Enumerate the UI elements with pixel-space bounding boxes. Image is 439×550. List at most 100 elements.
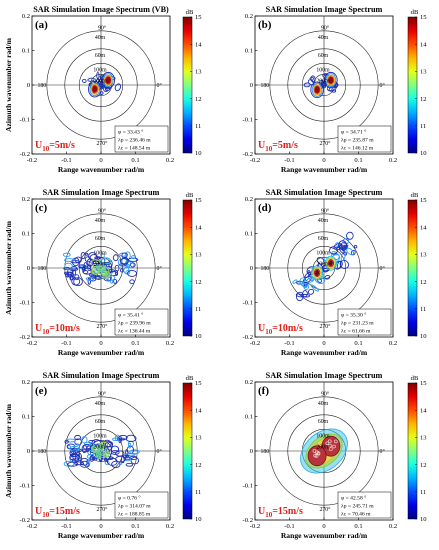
ring-label: 60m bbox=[318, 419, 329, 425]
spectrum-contour bbox=[112, 254, 119, 262]
ring-label: 40m bbox=[95, 35, 106, 41]
colorbar-tick-label: 14 bbox=[420, 41, 427, 48]
spectrum-contour bbox=[311, 265, 324, 281]
spectrum-speckle bbox=[313, 453, 317, 458]
spectrum-contour bbox=[307, 270, 311, 276]
x-tick-label: -0.2 bbox=[27, 157, 37, 164]
colorbar-unit: dB bbox=[186, 9, 194, 16]
info-lambda-p: λp = 245.71 m bbox=[341, 504, 374, 510]
spectrum-peak bbox=[314, 86, 320, 94]
y-tick-label: -0.2 bbox=[20, 151, 30, 158]
spectrum-contour bbox=[100, 271, 107, 279]
spectrum-contour bbox=[129, 279, 135, 285]
spectrum-contour bbox=[121, 252, 128, 259]
colorbar-tick-label: 10 bbox=[195, 333, 202, 340]
spectrum-contour bbox=[81, 448, 90, 453]
spectrum-contour bbox=[69, 274, 74, 281]
colorbar-tick-label: 10 bbox=[420, 516, 427, 523]
colorbar-tick-label: 15 bbox=[420, 197, 427, 204]
spectrum-contour bbox=[115, 455, 126, 463]
spectrum-contour bbox=[313, 267, 322, 278]
y-tick-label: 0.2 bbox=[22, 196, 30, 203]
colorbar-tick-label: 15 bbox=[195, 197, 202, 204]
spectrum-contour bbox=[85, 276, 95, 281]
panel-2: SAR Simulation Image Spectrum 40m 60m 100m 2… bbox=[4, 188, 202, 357]
y-axis-label: Azimuth wavenumber rad/m bbox=[4, 220, 13, 315]
spectrum-contour bbox=[92, 266, 100, 275]
y-axis-label: Azimuth wavenumber rad/m bbox=[4, 403, 13, 498]
spectrum-speckle bbox=[328, 447, 333, 451]
spectrum-contour bbox=[89, 254, 99, 262]
spectrum-contour bbox=[81, 266, 86, 271]
spectrum-contour bbox=[74, 256, 82, 264]
spectrum-contour bbox=[346, 231, 354, 240]
colorbar bbox=[407, 382, 418, 520]
spectrum-peak bbox=[307, 445, 327, 467]
chart-title: SAR Simulation Image Spectrum bbox=[266, 5, 383, 14]
spectrum-contour bbox=[104, 258, 111, 264]
info-box bbox=[337, 308, 392, 336]
colorbar-tick-label: 12 bbox=[195, 96, 202, 103]
panel-letter: (a) bbox=[35, 19, 48, 31]
spectrum-contour bbox=[81, 436, 88, 444]
colorbar-tick-label: 14 bbox=[420, 407, 427, 414]
colorbar-tick-label: 13 bbox=[420, 69, 427, 76]
info-phi: φ = 35.41 ° bbox=[118, 312, 143, 319]
panel-1: SAR Simulation Image Spectrum 40m 60m 100m 2… bbox=[243, 5, 428, 174]
plot-area bbox=[32, 382, 170, 520]
spectrum-contour bbox=[64, 258, 75, 262]
spectrum-contour bbox=[90, 83, 100, 95]
spectrum-contour bbox=[300, 281, 308, 289]
spectrum-contour bbox=[85, 252, 89, 256]
spectrum-contour bbox=[313, 268, 321, 277]
ring-label: 100m bbox=[93, 250, 107, 256]
y-tick-label: 0.2 bbox=[245, 379, 253, 386]
x-tick-label: 0 bbox=[322, 523, 326, 530]
colorbar-tick-label: 10 bbox=[420, 150, 427, 157]
colorbar-tick-label: 15 bbox=[420, 14, 427, 21]
x-tick-label: -0.1 bbox=[284, 523, 294, 530]
y-tick-label: 0 bbox=[27, 265, 31, 272]
info-phi: φ = 35.30 ° bbox=[341, 312, 366, 319]
info-lambda-p: λp = 236.46 m bbox=[118, 138, 151, 144]
plot-area bbox=[255, 16, 393, 154]
x-tick-label: 0.2 bbox=[166, 340, 174, 347]
colorbar-tick-label: 13 bbox=[420, 435, 427, 442]
spectrum-contour bbox=[316, 257, 325, 265]
wind-speed-sub: 10 bbox=[42, 328, 50, 336]
x-tick-label: 0.1 bbox=[131, 157, 139, 164]
spectrum-contour bbox=[314, 86, 320, 94]
wind-speed-value: =15m/s bbox=[272, 506, 303, 517]
x-tick-label: 0.1 bbox=[131, 523, 139, 530]
panel-letter: (e) bbox=[35, 385, 48, 397]
y-tick-label: -0.1 bbox=[243, 300, 253, 307]
angle-label-0: 0° bbox=[157, 265, 163, 272]
y-tick-label: 0 bbox=[250, 265, 254, 272]
spectrum-contour bbox=[125, 454, 129, 458]
spectrum-contour bbox=[118, 460, 122, 466]
y-tick-label: -0.2 bbox=[20, 334, 30, 341]
spectrum-speckle bbox=[316, 451, 321, 455]
ring-label: 40m bbox=[95, 218, 106, 224]
angle-label-90: 90° bbox=[321, 207, 330, 214]
spectrum-contour bbox=[295, 293, 304, 298]
spectrum-contour bbox=[67, 461, 79, 467]
colorbar-tick-label: 15 bbox=[195, 380, 202, 387]
angle-label-0: 0° bbox=[157, 448, 163, 455]
panel-letter: (b) bbox=[258, 19, 272, 31]
spectrum-peak bbox=[328, 260, 333, 267]
y-tick-label: 0.2 bbox=[22, 379, 30, 386]
y-tick-label: 0.1 bbox=[22, 48, 30, 55]
info-box bbox=[337, 491, 392, 519]
plot-area bbox=[255, 382, 393, 520]
colorbar bbox=[182, 199, 193, 337]
spectrum-contour bbox=[325, 257, 336, 270]
y-tick-label: 0 bbox=[27, 448, 31, 455]
ring-label: 200m bbox=[93, 444, 107, 450]
spectrum-contour bbox=[123, 266, 130, 275]
spectrum-contour bbox=[88, 80, 102, 98]
panel-letter: (c) bbox=[35, 202, 48, 214]
angle-label-180: 180 bbox=[260, 266, 269, 272]
x-tick-label: 0.1 bbox=[354, 157, 362, 164]
